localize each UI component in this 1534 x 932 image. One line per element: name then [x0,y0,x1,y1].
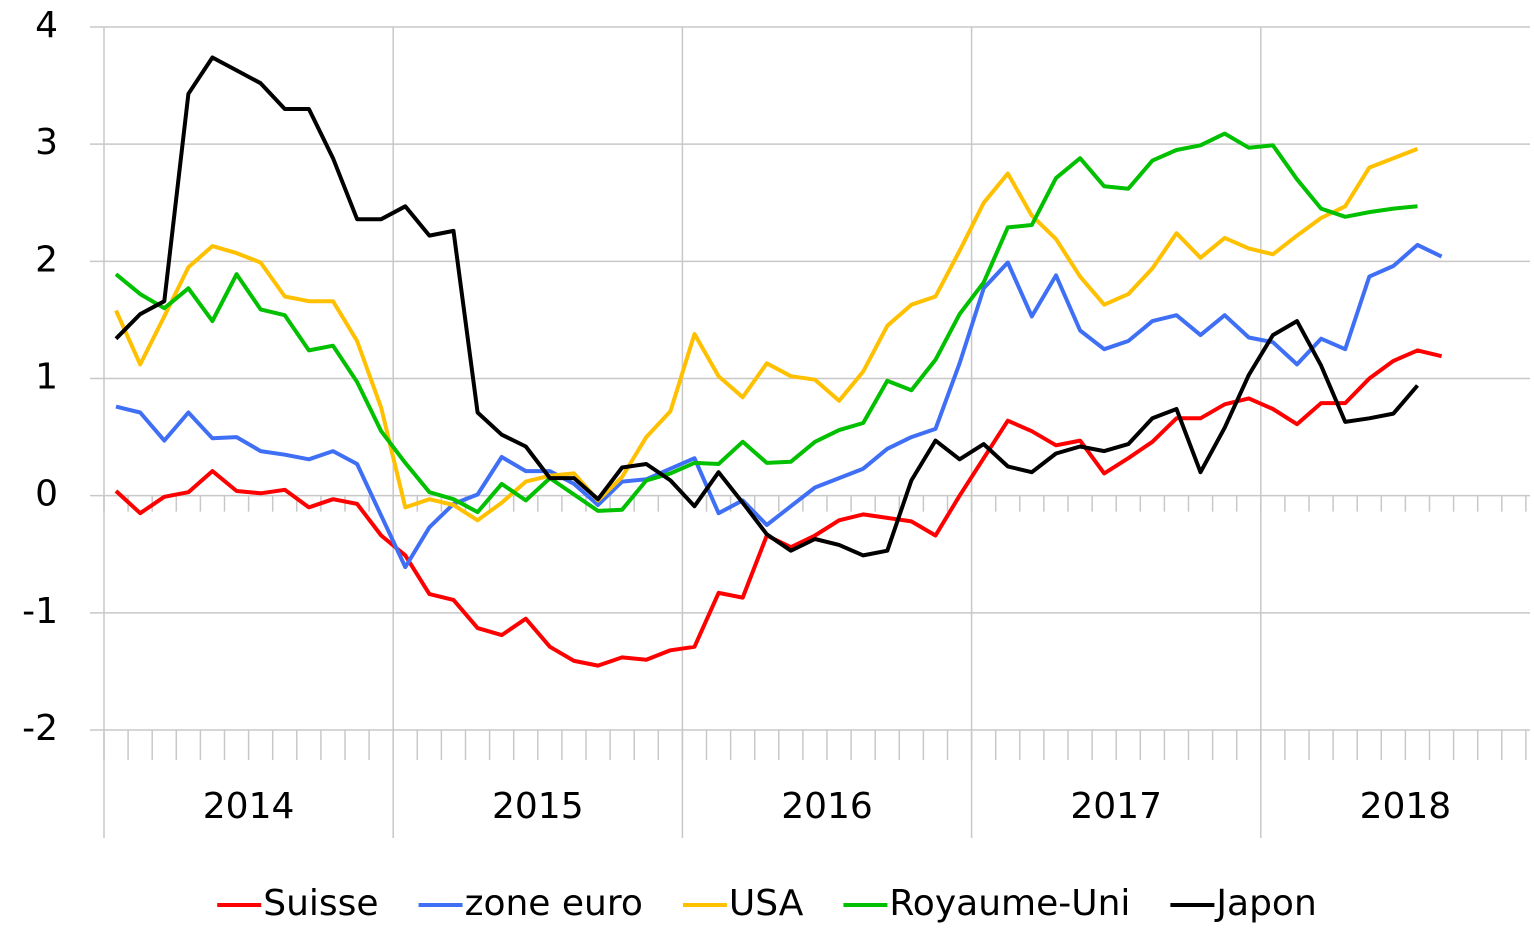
legend-label: USA [729,883,804,924]
x-group-label: 2018 [1360,786,1452,827]
y-tick-label: 3 [35,122,58,163]
legend-label: Royaume-Uni [889,883,1130,924]
x-group-label: 2017 [1070,786,1162,827]
series-line [114,147,1419,523]
x-group-label: 2014 [203,786,295,827]
legend-label: Japon [1214,883,1316,924]
x-group-label: 2015 [492,786,584,827]
legend-label: Suisse [263,883,378,924]
y-tick-label: -1 [22,591,58,632]
x-group-label: 2016 [781,786,873,827]
series-line [114,55,1420,558]
legend-label: zone euro [465,883,643,924]
series-line [115,242,1443,570]
y-tick-label: 1 [35,357,58,398]
y-tick-label: 2 [35,239,58,280]
series-line [114,131,1418,515]
y-tick-label: 4 [35,5,58,46]
y-tick-label: -2 [22,708,58,749]
y-tick-label: 0 [35,474,58,515]
